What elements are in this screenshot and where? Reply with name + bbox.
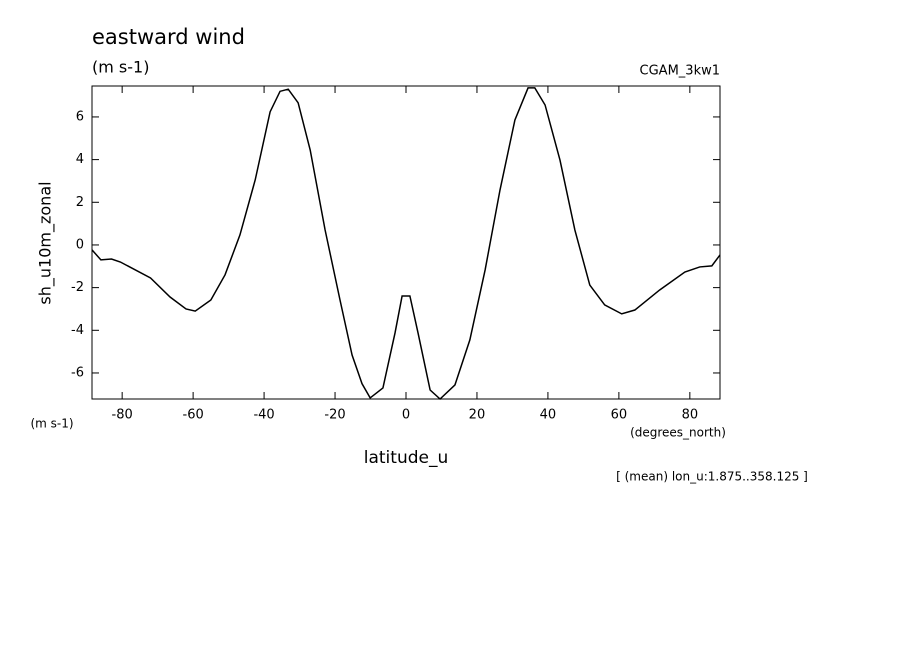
- y-tick-label: -2: [71, 280, 84, 295]
- y-tick-label: 0: [76, 237, 84, 252]
- y-tick-label: -4: [71, 323, 84, 338]
- y-tick-label: -6: [71, 365, 84, 380]
- x-tick-label: -60: [183, 408, 204, 423]
- x-tick-label: -20: [324, 408, 345, 423]
- annotation: [ (mean) lon_u:1.875..358.125 ]: [616, 470, 808, 484]
- x-tick-label: 0: [402, 408, 410, 423]
- y-units: (m s-1): [30, 417, 73, 431]
- chart-title: eastward wind: [92, 25, 245, 49]
- y-tick-label: 6: [76, 109, 84, 124]
- x-tick-label: 20: [469, 408, 486, 423]
- dataset-label: CGAM_3kw1: [640, 64, 720, 79]
- x-tick-label: -40: [253, 408, 274, 423]
- data-line: [91, 87, 721, 401]
- x-tick-label: 80: [682, 408, 699, 423]
- x-units: (degrees_north): [630, 426, 726, 440]
- x-tick-label: -80: [112, 408, 133, 423]
- y-tick-label: 2: [76, 195, 84, 210]
- x-tick-label: 40: [540, 408, 557, 423]
- plot-frame: [91, 85, 721, 400]
- y-axis-label: sh_u10m_zonal: [36, 181, 56, 304]
- y-tick-label: 4: [76, 152, 84, 167]
- x-tick-label: 60: [611, 408, 628, 423]
- chart-subtitle: (m s-1): [92, 58, 149, 77]
- x-axis-label: latitude_u: [364, 448, 449, 468]
